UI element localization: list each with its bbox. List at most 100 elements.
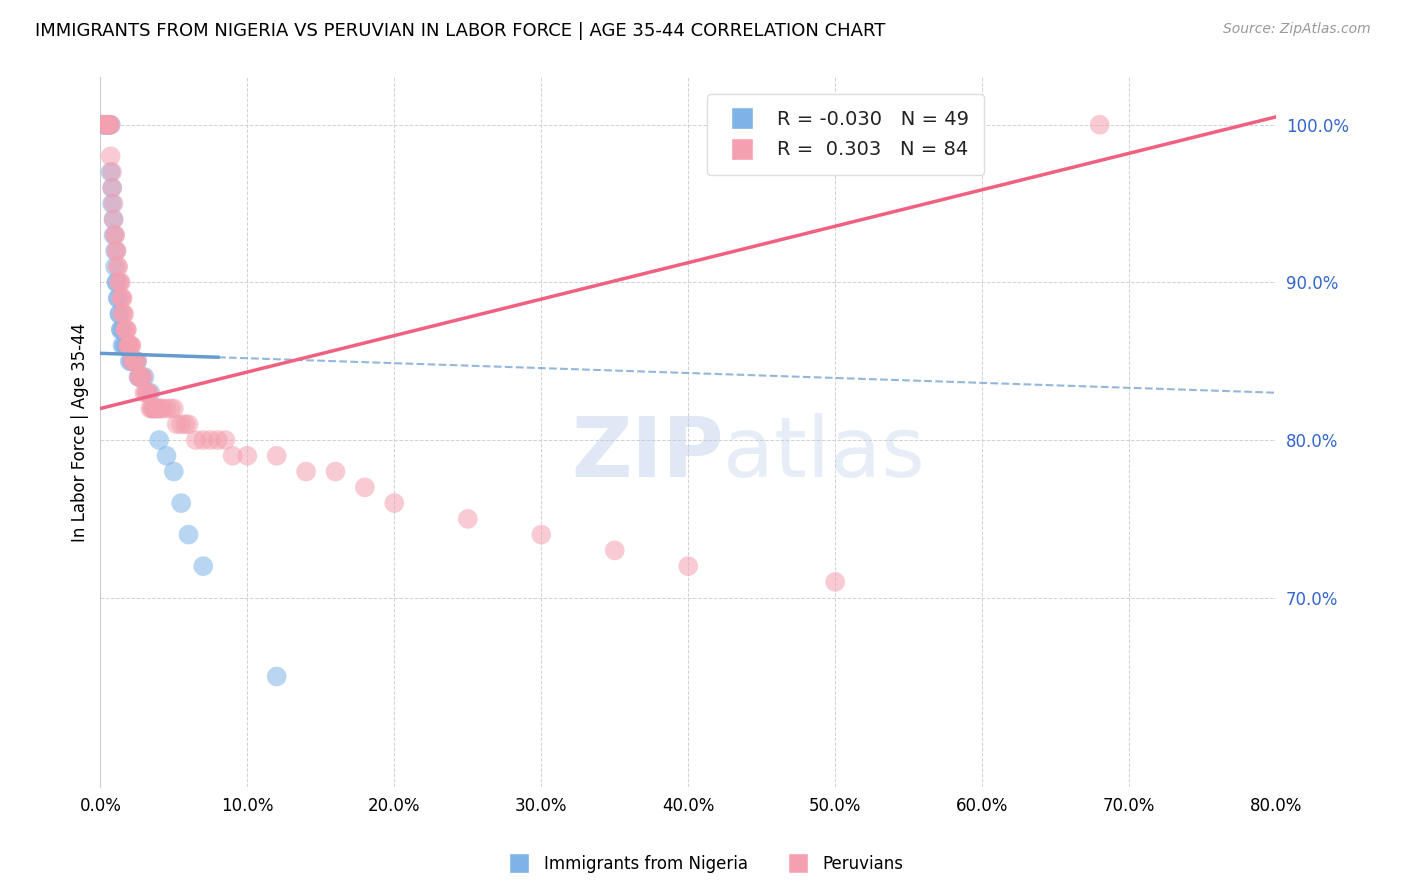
Point	[177, 417, 200, 432]
Point	[100, 149, 122, 163]
Point	[121, 354, 143, 368]
Point	[174, 417, 197, 432]
Legend: R = -0.030   N = 49, R =  0.303   N = 84: R = -0.030 N = 49, R = 0.303 N = 84	[707, 95, 984, 175]
Point	[146, 401, 169, 416]
Point	[108, 307, 131, 321]
Point	[138, 385, 160, 400]
Point	[118, 338, 141, 352]
Point	[200, 433, 222, 447]
Point	[295, 465, 318, 479]
Point	[177, 527, 200, 541]
Point	[111, 307, 134, 321]
Point	[105, 276, 128, 290]
Point	[155, 401, 177, 416]
Point	[134, 370, 156, 384]
Point	[136, 385, 159, 400]
Point	[105, 276, 128, 290]
Point	[127, 354, 149, 368]
Point	[118, 354, 141, 368]
Point	[107, 291, 129, 305]
Point	[145, 401, 167, 416]
Point	[236, 449, 259, 463]
Point	[117, 338, 139, 352]
Point	[97, 118, 120, 132]
Point	[166, 417, 188, 432]
Point	[103, 196, 125, 211]
Point	[98, 118, 121, 132]
Point	[114, 323, 136, 337]
Point	[104, 260, 127, 274]
Point	[101, 165, 124, 179]
Point	[121, 354, 143, 368]
Point	[98, 118, 121, 132]
Point	[131, 370, 153, 384]
Point	[107, 291, 129, 305]
Point	[184, 433, 207, 447]
Point	[131, 370, 153, 384]
Point	[214, 433, 236, 447]
Point	[115, 323, 138, 337]
Point	[128, 370, 150, 384]
Point	[112, 338, 135, 352]
Point	[128, 370, 150, 384]
Point	[96, 118, 118, 132]
Point	[103, 228, 125, 243]
Point	[104, 244, 127, 258]
Point	[115, 338, 138, 352]
Text: Source: ZipAtlas.com: Source: ZipAtlas.com	[1223, 22, 1371, 37]
Point	[325, 465, 347, 479]
Point	[150, 401, 173, 416]
Point	[97, 118, 120, 132]
Point	[530, 527, 553, 541]
Point	[114, 338, 136, 352]
Point	[118, 338, 141, 352]
Point	[135, 385, 157, 400]
Point	[117, 338, 139, 352]
Point	[121, 354, 143, 368]
Point	[101, 181, 124, 195]
Point	[110, 323, 132, 337]
Point	[142, 401, 165, 416]
Point	[124, 354, 146, 368]
Point	[122, 354, 145, 368]
Point	[155, 449, 177, 463]
Point	[124, 354, 146, 368]
Point	[108, 276, 131, 290]
Point	[129, 370, 152, 384]
Point	[111, 291, 134, 305]
Point	[120, 354, 142, 368]
Point	[94, 118, 117, 132]
Point	[110, 323, 132, 337]
Point	[676, 559, 699, 574]
Point	[105, 244, 128, 258]
Point	[91, 118, 114, 132]
Point	[134, 385, 156, 400]
Point	[141, 401, 163, 416]
Point	[111, 338, 134, 352]
Text: ZIP: ZIP	[571, 413, 724, 494]
Point	[266, 449, 288, 463]
Point	[382, 496, 405, 510]
Point	[139, 401, 162, 416]
Point	[108, 307, 131, 321]
Point	[104, 228, 127, 243]
Point	[98, 118, 121, 132]
Point	[824, 574, 846, 589]
Point	[101, 196, 124, 211]
Point	[142, 401, 165, 416]
Point	[94, 118, 117, 132]
Point	[103, 212, 125, 227]
Point	[139, 385, 162, 400]
Point	[104, 228, 127, 243]
Point	[110, 291, 132, 305]
Point	[122, 354, 145, 368]
Point	[160, 401, 183, 416]
Point	[207, 433, 229, 447]
Point	[143, 401, 166, 416]
Point	[148, 433, 170, 447]
Point	[101, 181, 124, 195]
Text: IMMIGRANTS FROM NIGERIA VS PERUVIAN IN LABOR FORCE | AGE 35-44 CORRELATION CHART: IMMIGRANTS FROM NIGERIA VS PERUVIAN IN L…	[35, 22, 886, 40]
Point	[107, 260, 129, 274]
Point	[111, 291, 134, 305]
Point	[136, 385, 159, 400]
